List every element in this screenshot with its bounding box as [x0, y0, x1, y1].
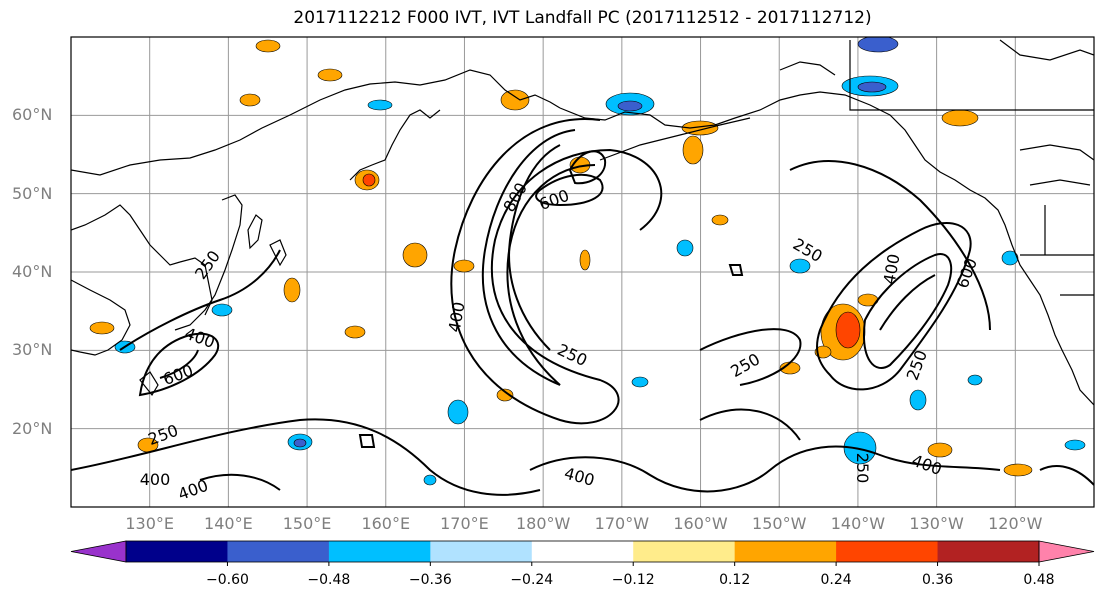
- map-frame: [70, 36, 1095, 508]
- longitude-label: 150°W: [752, 514, 807, 533]
- longitude-label: 130°E: [125, 514, 175, 533]
- colorbar-segment: [937, 541, 1040, 562]
- graticule: [71, 37, 1094, 507]
- colorbar-tick-label: −0.24: [510, 572, 554, 588]
- colorbar-segment: [633, 541, 736, 562]
- colorbar-tick-label: −0.12: [611, 572, 655, 588]
- longitude-label: 150°E: [282, 514, 332, 533]
- latitude-label: 30°N: [12, 340, 53, 360]
- longitude-label: 130°W: [909, 514, 964, 533]
- colorbar-extend-min: [70, 540, 127, 563]
- longitude-label: 160°E: [361, 514, 411, 533]
- colorbar-tick-label: −0.48: [307, 572, 351, 588]
- colorbar-tick-label: 0.12: [719, 572, 751, 588]
- longitude-label: 140°E: [204, 514, 253, 533]
- colorbar-segment: [836, 541, 939, 562]
- latitude-label: 50°N: [12, 183, 53, 203]
- latitude-label: 20°N: [12, 418, 53, 438]
- colorbar-segment: [531, 541, 634, 562]
- coastlines: [71, 39, 1094, 406]
- colorbar-segment: [126, 541, 228, 562]
- colorbar-extend-max: [1038, 540, 1095, 563]
- colorbar-segment: [734, 541, 837, 562]
- latitude-label: 40°N: [12, 262, 53, 281]
- colorbar-tick-label: −0.36: [408, 572, 452, 588]
- longitude-label: 180°W: [515, 514, 571, 533]
- colorbar: [70, 540, 1095, 566]
- contour-label: 250: [853, 453, 872, 484]
- longitude-label: 120°W: [988, 514, 1043, 533]
- latitude-label: 60°N: [12, 105, 53, 125]
- pc-shading: [89, 37, 1086, 486]
- colorbar-outline: [125, 540, 1040, 563]
- colorbar-segment: [430, 541, 533, 562]
- contour-label: 400: [140, 470, 171, 489]
- longitude-label: 170°W: [594, 514, 650, 533]
- colorbar-tick-label: 0.48: [1023, 572, 1055, 588]
- colorbar-tick-label: 0.36: [921, 572, 954, 588]
- figure-title: 2017112212 F000 IVT, IVT Landfall PC (20…: [293, 8, 872, 28]
- ivt-contours: [71, 118, 1094, 496]
- colorbar-tick-label: −0.60: [205, 572, 249, 588]
- longitude-label: 140°W: [830, 514, 886, 533]
- longitude-label: 160°W: [673, 514, 728, 533]
- colorbar-segment: [227, 541, 330, 562]
- longitude-label: 170°E: [440, 514, 489, 533]
- colorbar-tick-label: 0.24: [820, 572, 852, 588]
- colorbar-segment: [328, 541, 431, 562]
